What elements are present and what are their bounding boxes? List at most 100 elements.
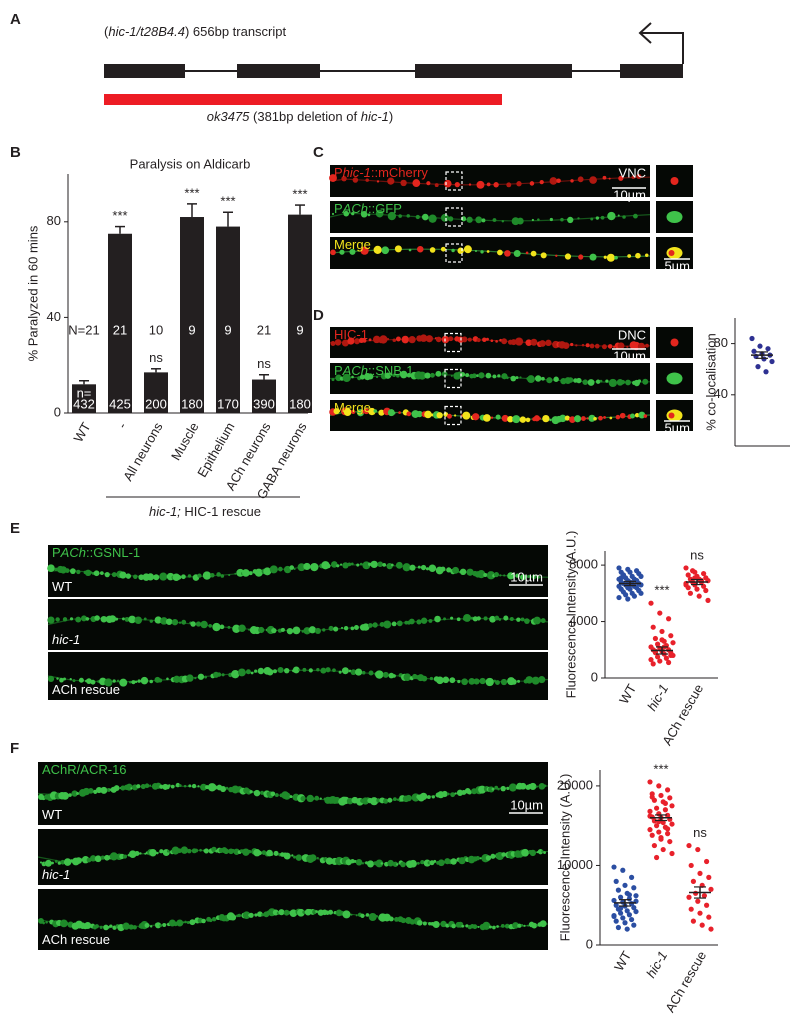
bead [176,919,184,927]
bead [365,178,369,182]
bead [298,668,301,671]
bead [426,795,431,800]
data-point [660,846,666,853]
bead [186,920,190,924]
bead [355,668,363,676]
bead [560,217,564,222]
bead [556,178,561,184]
bead [238,624,246,632]
bead [368,338,372,342]
bead [626,345,629,348]
data-point [618,894,624,900]
bead [395,561,403,569]
bead [341,626,344,629]
bead [490,853,496,859]
bead [125,783,133,791]
bead [559,414,567,423]
channel-label-part: P [334,363,343,378]
bead [425,567,430,571]
bead [367,373,374,380]
panel-letter: E [10,520,20,537]
bead [590,217,594,221]
bead [602,175,607,180]
group-label-part: hic-1; [149,504,181,519]
bead [589,253,597,261]
scale-label: 10µm [510,569,543,584]
bead [534,375,542,382]
bead [231,669,240,679]
marker-label-part: ACh [60,545,86,560]
bead [428,564,437,572]
scale-label: 10µm [510,797,543,812]
bead [476,616,481,621]
inset-blob [666,211,683,223]
data-point [666,659,672,666]
bead [370,560,378,569]
x-tick-label: - [114,420,129,431]
bead [400,917,406,924]
bead [543,784,547,788]
bead [107,926,110,929]
bead [586,417,589,420]
row-label-part: ACh rescue [52,682,120,697]
data-point [701,893,708,899]
bead [489,615,496,623]
bead [249,790,253,794]
n-group-label: 9 [224,322,231,337]
y-tick-label: 10000 [557,857,593,872]
bead [375,376,379,379]
bead [424,372,431,379]
bead [430,372,435,378]
bead [113,785,120,791]
bead [187,574,192,578]
bead [270,791,276,797]
data-point [665,826,671,832]
bead [574,415,582,423]
bead [493,571,500,578]
bead [237,913,241,918]
group-label: hic-1; HIC-1 rescue [149,504,261,519]
n-group-label: 10 [149,322,163,337]
bead [274,793,279,798]
roi-box [444,332,462,353]
bead [446,792,450,796]
bead [435,336,442,343]
bead [382,671,389,678]
data-point [690,568,696,574]
bead [577,217,580,220]
y-tick-label: 80 [714,335,728,350]
data-point [616,594,622,601]
bead [541,850,544,853]
bead [134,616,143,624]
bead [638,411,646,419]
channel-label-part: ::GFP [368,201,402,216]
data-point [705,597,711,603]
bar [144,372,168,413]
deletion-bar [104,94,502,105]
channel-label: PACh::GFP [334,201,402,216]
bead [212,785,218,790]
bead [212,916,217,922]
bead [409,564,416,571]
bead [166,677,169,681]
bead [448,216,454,222]
bead [457,679,461,684]
data-point [658,792,664,799]
bead [490,416,494,419]
bead [278,566,283,572]
bead [160,617,168,625]
bead [497,249,503,256]
bead [608,177,611,180]
bead [479,677,486,685]
bead [431,795,435,799]
bead [642,378,649,385]
scale-label: 10µm [613,187,646,202]
n-group-label: 21 [113,322,127,337]
data-point [686,842,692,849]
bead [406,214,410,218]
data-point [655,654,661,660]
bead [477,570,486,579]
y-tick-label: 4000 [569,613,598,628]
bead [488,925,492,929]
